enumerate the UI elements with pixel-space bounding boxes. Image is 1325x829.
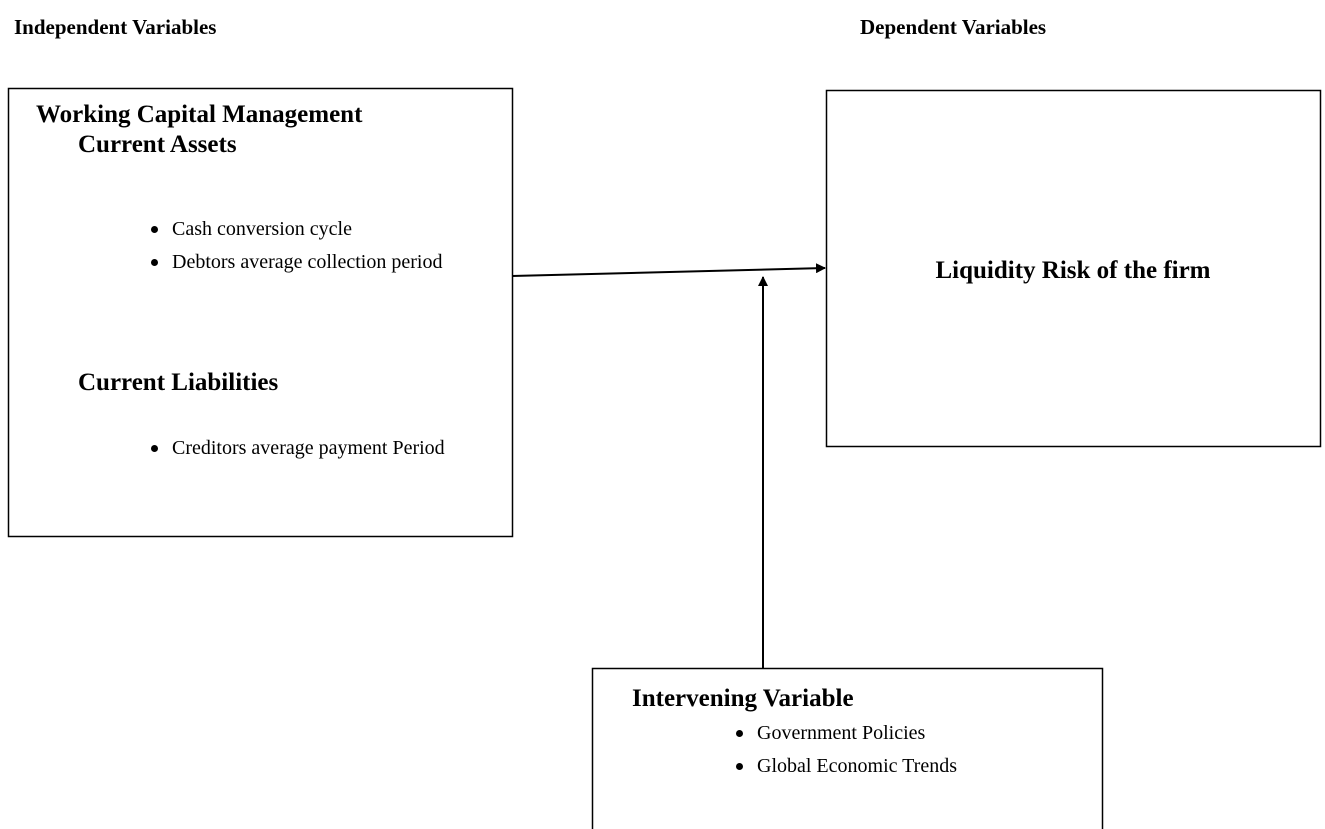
list-item: Cash conversion cycle — [151, 213, 472, 246]
list-item: Global Economic Trends — [736, 750, 1057, 783]
list-item: Debtors average collection period — [151, 246, 472, 279]
intervening-box — [591, 667, 1104, 829]
section-title: Current Liabilities — [78, 369, 279, 396]
list-item: Creditors average payment Period — [151, 432, 472, 465]
dependent-box — [825, 89, 1322, 448]
list-item: Government Policies — [736, 717, 1057, 750]
heading: Independent Variables — [14, 15, 217, 39]
box-title: Liquidity Risk of the firm — [935, 257, 1211, 284]
box-title: Intervening Variable — [632, 685, 854, 712]
independent-box — [7, 87, 514, 538]
section-title: Current Assets — [78, 131, 237, 158]
box-title: Working Capital Management — [36, 101, 363, 128]
heading: Dependent Variables — [860, 15, 1047, 39]
arrow-independent-to-dependent — [511, 263, 826, 277]
